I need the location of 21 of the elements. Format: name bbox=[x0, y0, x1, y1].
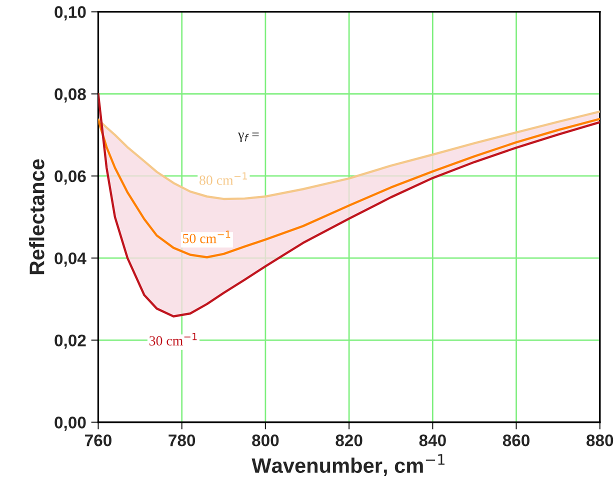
series-label: 80 cm$^{−1}$ bbox=[200, 172, 247, 185]
line-series bbox=[98, 110, 600, 200]
y-tick-label: 0,04 bbox=[54, 252, 86, 267]
line-series bbox=[98, 118, 600, 258]
y-axis-title: Reflectance bbox=[29, 159, 44, 274]
x-axis-title: Wavenumber, cm$^{−1}$ bbox=[252, 454, 445, 476]
x-tick-label: 880 bbox=[586, 434, 614, 446]
y-tick-label: 0,10 bbox=[54, 6, 86, 20]
annotation: γ$_{f}$ = bbox=[238, 132, 259, 142]
y-tick-label: 0,00 bbox=[54, 416, 86, 431]
x-tick-label: 860 bbox=[502, 434, 530, 446]
x-tick-label: 760 bbox=[85, 434, 112, 446]
x-tick-label: 840 bbox=[419, 434, 446, 446]
x-tick-label: 780 bbox=[168, 434, 196, 446]
series-label: 50 cm$^{−1}$ bbox=[183, 230, 230, 244]
y-tick-label: 0,02 bbox=[54, 334, 86, 349]
x-tick-label: 820 bbox=[336, 434, 362, 446]
y-tick-label: 0,08 bbox=[54, 88, 86, 102]
x-tick-label: 800 bbox=[252, 434, 279, 446]
y-tick-label: 0,06 bbox=[54, 170, 86, 185]
series-label: 30 cm$^{−1}$ bbox=[149, 332, 197, 346]
